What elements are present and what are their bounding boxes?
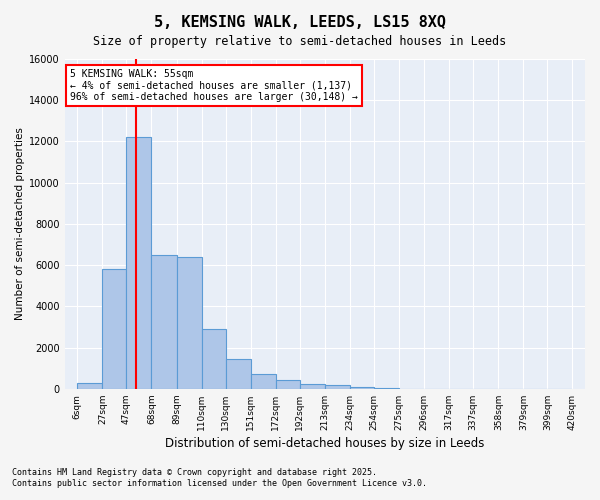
Text: Size of property relative to semi-detached houses in Leeds: Size of property relative to semi-detach… xyxy=(94,35,506,48)
Bar xyxy=(251,374,276,389)
Bar xyxy=(151,255,176,389)
Y-axis label: Number of semi-detached properties: Number of semi-detached properties xyxy=(15,128,25,320)
Bar xyxy=(325,386,350,389)
Bar xyxy=(350,387,374,389)
Text: 5, KEMSING WALK, LEEDS, LS15 8XQ: 5, KEMSING WALK, LEEDS, LS15 8XQ xyxy=(154,15,446,30)
X-axis label: Distribution of semi-detached houses by size in Leeds: Distribution of semi-detached houses by … xyxy=(165,437,485,450)
Bar xyxy=(226,359,251,389)
Bar xyxy=(127,138,151,389)
Bar xyxy=(103,270,127,389)
Bar xyxy=(300,384,325,389)
Text: 5 KEMSING WALK: 55sqm
← 4% of semi-detached houses are smaller (1,137)
96% of se: 5 KEMSING WALK: 55sqm ← 4% of semi-detac… xyxy=(70,69,358,102)
Text: Contains HM Land Registry data © Crown copyright and database right 2025.
Contai: Contains HM Land Registry data © Crown c… xyxy=(12,468,427,487)
Bar xyxy=(276,380,300,389)
Bar xyxy=(176,257,202,389)
Bar xyxy=(77,382,103,389)
Bar xyxy=(202,329,226,389)
Bar xyxy=(374,388,399,389)
